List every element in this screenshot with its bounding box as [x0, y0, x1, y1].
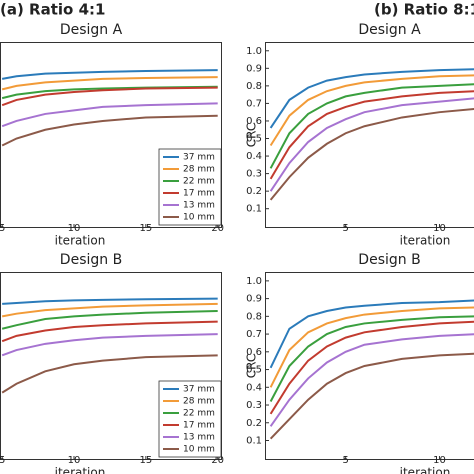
plot-frame	[0, 42, 222, 228]
x-tick-label: 20	[211, 223, 224, 234]
legend-label: 10 mm	[183, 213, 215, 223]
legend-box	[158, 148, 222, 226]
lines	[1, 69, 218, 147]
series-line	[269, 320, 474, 415]
series-line	[1, 333, 218, 357]
series-line	[269, 352, 474, 440]
y-tick-label: 0.9	[246, 63, 262, 74]
chart-title: Design A	[60, 22, 123, 38]
series-line	[1, 310, 218, 330]
plot-frame	[0, 272, 222, 460]
series-line	[1, 69, 218, 80]
y-tick-label: 1.0	[246, 46, 262, 57]
x-axis-label: iteration	[55, 466, 106, 474]
y-tick-label: 0.2	[246, 186, 262, 197]
series-line	[269, 107, 474, 201]
y-tick-label: 0.4	[246, 382, 262, 393]
x-tick-label: 10	[433, 455, 446, 466]
x-tick-label: 5	[0, 223, 5, 234]
y-tick-label: 0.6	[246, 347, 262, 358]
series-line	[269, 333, 474, 427]
legend-label: 17 mm	[183, 421, 215, 431]
legend-label: 17 mm	[183, 189, 215, 199]
series-line	[1, 102, 218, 128]
series-line	[269, 74, 474, 147]
y-tick-label: 0.2	[246, 418, 262, 429]
x-tick-label: 15	[139, 223, 152, 234]
plot-frame	[265, 272, 474, 460]
series-line	[269, 315, 474, 402]
series-line	[269, 90, 474, 180]
y-tick-label: 0.7	[246, 98, 262, 109]
chart-title: Design B	[60, 252, 122, 268]
y-tick-label: 0.7	[246, 329, 262, 340]
x-tick-label: 10	[433, 223, 446, 234]
x-axis-label: iteration	[400, 466, 451, 474]
legend-label: 13 mm	[183, 201, 215, 211]
legend-label: 37 mm	[183, 385, 215, 395]
x-tick-label: 5	[342, 223, 348, 234]
series-line	[2, 297, 218, 305]
series-line	[269, 306, 474, 388]
series-line	[1, 354, 218, 394]
y-tick-label: 1.0	[246, 276, 262, 287]
y-tick-label: 0.4	[246, 151, 262, 162]
series-line	[1, 320, 218, 343]
column-label: (b) Ratio 8:1	[374, 1, 474, 19]
y-tick-label: 0.3	[246, 169, 262, 180]
legend-label: 22 mm	[183, 177, 215, 187]
legend-label: 37 mm	[183, 153, 215, 163]
x-tick-label: 15	[139, 455, 152, 466]
legend-label: 13 mm	[183, 433, 215, 443]
series-line	[1, 114, 218, 147]
y-tick-label: 0.3	[246, 400, 262, 411]
series-line	[269, 97, 474, 192]
y-tick-label: 0.1	[246, 435, 262, 446]
lines	[1, 297, 218, 394]
y-axis-label: CRC	[245, 123, 259, 148]
x-axis-label: iteration	[55, 234, 106, 248]
y-tick-label: 0.1	[246, 204, 262, 215]
chart-title: Design B	[358, 252, 420, 268]
y-tick-label: 0.9	[246, 294, 262, 305]
series-line	[269, 299, 474, 369]
legend-box	[158, 380, 222, 458]
x-tick-label: 10	[68, 223, 81, 234]
y-tick-label: 0.8	[246, 81, 262, 92]
legend-label: 10 mm	[183, 445, 215, 455]
lines	[269, 68, 474, 201]
legend-label: 28 mm	[183, 397, 215, 407]
column-label: (a) Ratio 4:1	[0, 1, 105, 19]
y-tick-label: 0.8	[246, 311, 262, 322]
plot-frame	[265, 42, 474, 228]
y-tick-label: 0.5	[246, 134, 262, 145]
series-line	[1, 86, 218, 107]
y-tick-label: 0.6	[246, 116, 262, 127]
chart-title: Design A	[358, 22, 421, 38]
x-tick-label: 5	[0, 455, 5, 466]
series-line	[1, 302, 218, 318]
y-axis-label: CRC	[245, 354, 259, 379]
x-axis-label: iteration	[400, 234, 451, 248]
x-tick-label: 5	[342, 455, 348, 466]
series-line	[269, 83, 474, 169]
series-line	[269, 68, 474, 129]
series-line	[1, 76, 218, 91]
lines	[269, 299, 474, 440]
x-tick-label: 10	[68, 455, 81, 466]
y-tick-label: 0.5	[246, 365, 262, 376]
x-tick-label: 20	[211, 455, 224, 466]
legend-label: 22 mm	[183, 409, 215, 419]
legend-label: 28 mm	[183, 165, 215, 175]
